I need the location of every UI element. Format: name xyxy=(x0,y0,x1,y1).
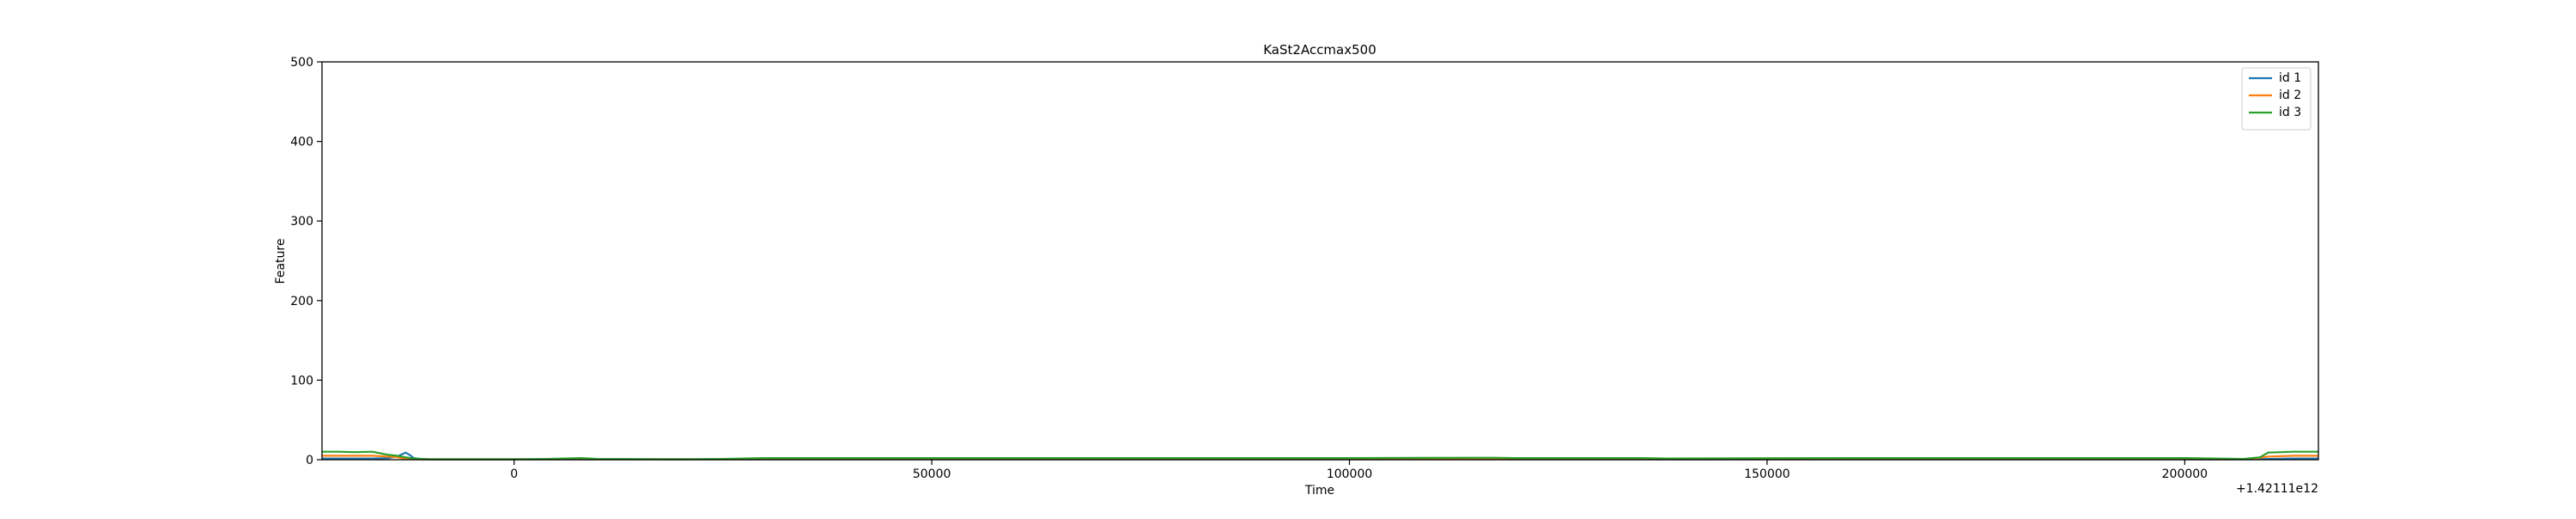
legend-label-2: id 2 xyxy=(2279,89,2301,102)
legend-label-3: id 3 xyxy=(2279,106,2301,119)
chart-title: KaSt2Accmax500 xyxy=(1263,42,1376,58)
plot-area xyxy=(322,450,2318,461)
y-tick-label: 400 xyxy=(290,136,313,150)
y-tick-label: 100 xyxy=(290,374,313,388)
y-tick-label: 300 xyxy=(290,215,313,229)
x-tick-label: 200000 xyxy=(2162,467,2208,481)
legend: id 1 id 2 id 3 xyxy=(2241,67,2312,131)
x-offset-label: +1.42111e12 xyxy=(2236,482,2318,496)
y-axis-label: Feature xyxy=(274,239,288,284)
legend-box xyxy=(2241,67,2312,131)
y-tick-label: 200 xyxy=(290,295,313,308)
y-tick-label: 500 xyxy=(290,56,313,70)
x-axis: 0 50000 100000 150000 200000 xyxy=(510,460,2208,481)
series-line-3 xyxy=(322,450,2318,461)
x-tick-label: 100000 xyxy=(1327,467,1372,481)
x-tick-label: 0 xyxy=(510,467,518,481)
x-tick-label: 150000 xyxy=(1744,467,1789,481)
legend-label-1: id 1 xyxy=(2279,71,2301,85)
plot-frame xyxy=(321,61,2319,461)
x-tick-label: 50000 xyxy=(913,467,951,481)
y-tick-label: 0 xyxy=(306,454,313,467)
y-axis: 0 100 200 300 400 500 xyxy=(290,56,322,467)
x-axis-label: Time xyxy=(1304,484,1334,498)
